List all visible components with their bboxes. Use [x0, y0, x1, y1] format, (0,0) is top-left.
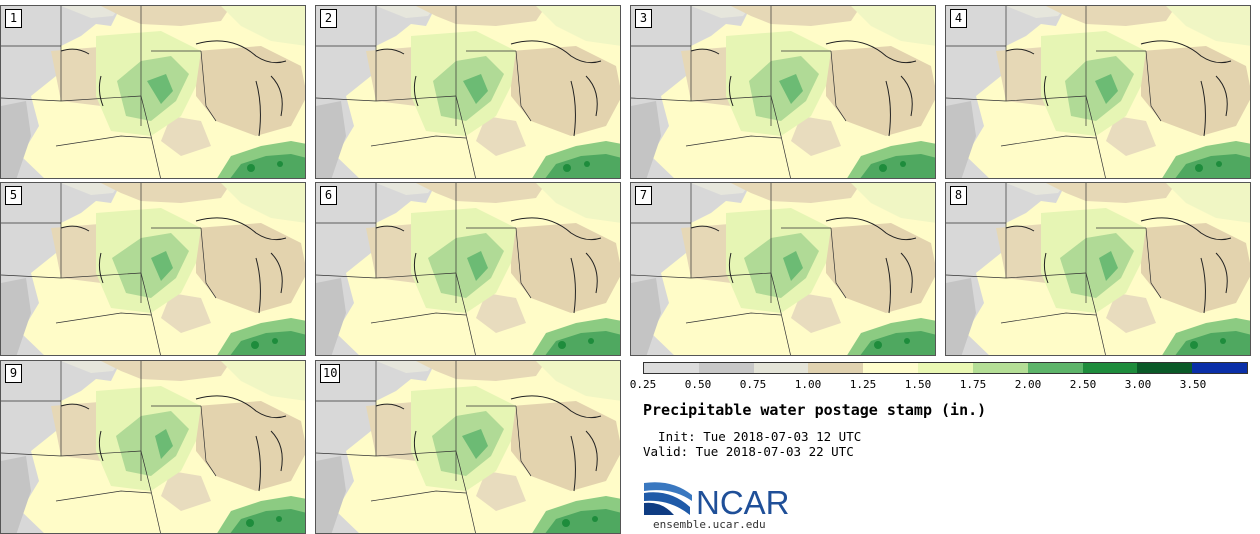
member-number-label: 5 — [5, 186, 22, 205]
colorbar-segment — [1082, 363, 1138, 373]
ensemble-member-panel: 4 — [945, 5, 1251, 179]
colorbar-tick-label: 1.25 — [849, 378, 877, 391]
member-number-label: 6 — [320, 186, 337, 205]
colorbar-tick-label: 1.00 — [794, 378, 822, 391]
colorbar-segment — [863, 363, 919, 373]
map-field — [1, 361, 305, 533]
colorbar-tick-label: 2.00 — [1014, 378, 1042, 391]
ncar-logo: NCAR — [644, 482, 790, 517]
colorbar-tick-label: 0.25 — [629, 378, 657, 391]
member-number-label: 10 — [320, 364, 341, 383]
logo-url: ensemble.ucar.edu — [653, 518, 766, 531]
colorbar — [643, 362, 1248, 374]
colorbar-tick-label: 1.50 — [904, 378, 932, 391]
valid-time: Valid: Tue 2018-07-03 22 UTC — [643, 444, 854, 459]
map-field — [1, 183, 305, 355]
ensemble-member-panel: 8 — [945, 182, 1251, 356]
map-field — [316, 361, 620, 533]
ensemble-member-panel: 2 — [315, 5, 621, 179]
colorbar-tick-label: 1.75 — [959, 378, 987, 391]
ensemble-member-panel: 3 — [630, 5, 936, 179]
ensemble-member-panel: 1 — [0, 5, 306, 179]
ensemble-member-panel: 9 — [0, 360, 306, 534]
colorbar-segment — [644, 363, 699, 373]
member-number-label: 7 — [635, 186, 652, 205]
colorbar-segment — [698, 363, 754, 373]
colorbar-tick-label: 3.50 — [1179, 378, 1207, 391]
map-field — [316, 183, 620, 355]
colorbar-segment — [753, 363, 809, 373]
init-time: Init: Tue 2018-07-03 12 UTC — [643, 429, 862, 444]
colorbar-segment — [918, 363, 973, 373]
colorbar-tick-label: 0.75 — [739, 378, 767, 391]
colorbar-segment — [972, 363, 1028, 373]
member-number-label: 3 — [635, 9, 652, 28]
colorbar-tick-label: 2.50 — [1069, 378, 1097, 391]
colorbar-tick-label: 3.00 — [1124, 378, 1152, 391]
colorbar-segment — [1137, 363, 1193, 373]
ensemble-member-panel: 7 — [630, 182, 936, 356]
logo-wordmark: NCAR — [696, 484, 790, 517]
map-field — [631, 183, 935, 355]
map-field — [946, 183, 1250, 355]
colorbar-tick-label: 0.50 — [684, 378, 712, 391]
member-number-label: 1 — [5, 9, 22, 28]
chart-title: Precipitable water postage stamp (in.) — [643, 401, 987, 419]
member-number-label: 8 — [950, 186, 967, 205]
colorbar-segment — [1192, 363, 1247, 373]
ensemble-member-panel: 6 — [315, 182, 621, 356]
map-field — [631, 6, 935, 178]
colorbar-tick-labels: 0.25 0.50 0.75 1.00 1.25 1.50 1.75 2.00 2.50 3.00… — [630, 378, 1248, 392]
member-number-label: 2 — [320, 9, 337, 28]
member-number-label: 9 — [5, 364, 22, 383]
map-field — [946, 6, 1250, 178]
ensemble-member-panel: 10 — [315, 360, 621, 534]
map-field — [1, 6, 305, 178]
ensemble-member-panel: 5 — [0, 182, 306, 356]
colorbar-segment — [1027, 363, 1083, 373]
member-number-label: 4 — [950, 9, 967, 28]
colorbar-segment — [808, 363, 864, 373]
map-field — [316, 6, 620, 178]
